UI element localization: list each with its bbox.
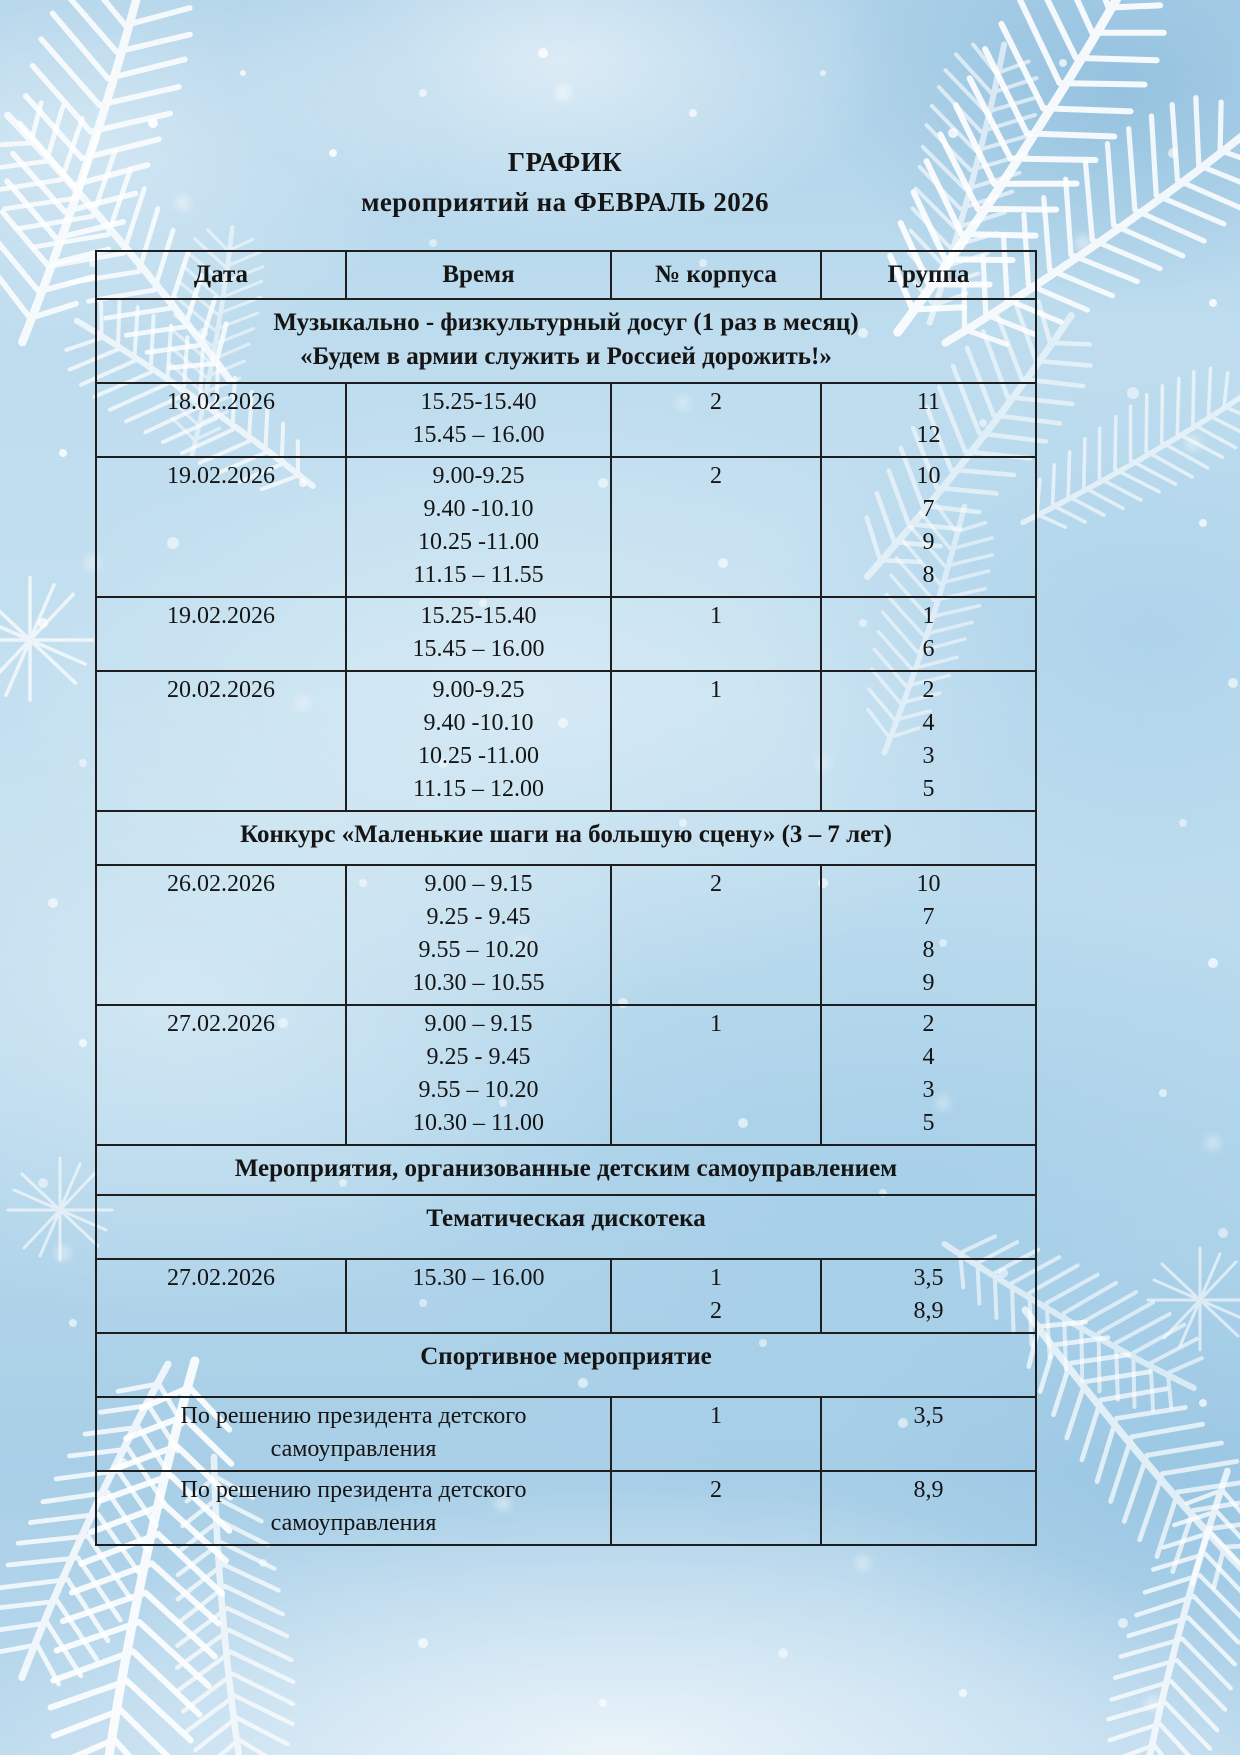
section-title-self-government: Мероприятия, организованные детским само… <box>95 1144 1037 1196</box>
cell-groups: 3,5 8,9 <box>820 1258 1037 1334</box>
column-header-building: № корпуса <box>610 250 822 300</box>
section-row-contest: Конкурс «Маленькие шаги на большую сцену… <box>95 810 1037 866</box>
cell-building: 1 2 <box>610 1258 822 1334</box>
section-row-disco: Тематическая дискотека <box>95 1194 1037 1260</box>
section-title-musical: Музыкально - физкультурный досуг (1 раз … <box>95 298 1037 384</box>
cell-date: 19.02.2026 <box>95 596 347 672</box>
title-line1: ГРАФИК <box>507 147 623 177</box>
cell-building: 1 <box>610 1004 822 1146</box>
cell-groups: 10 7 9 8 <box>820 456 1037 598</box>
cell-date: 26.02.2026 <box>95 864 347 1006</box>
cell-building: 2 <box>610 864 822 1006</box>
cell-building: 2 <box>610 382 822 458</box>
table-row: 27.02.2026 9.00 – 9.15 9.25 - 9.45 9.55 … <box>95 1004 1037 1146</box>
table-row: По решению президента детского самоуправ… <box>95 1396 1037 1472</box>
cell-times: 9.00 – 9.15 9.25 - 9.45 9.55 – 10.20 10.… <box>345 864 612 1006</box>
table-row: 27.02.2026 15.30 – 16.00 1 2 3,5 8,9 <box>95 1258 1037 1334</box>
section-title-disco: Тематическая дискотека <box>95 1194 1037 1260</box>
table-row: 19.02.2026 9.00-9.25 9.40 -10.10 10.25 -… <box>95 456 1037 598</box>
cell-groups: 10 7 8 9 <box>820 864 1037 1006</box>
cell-times: 15.30 – 16.00 <box>345 1258 612 1334</box>
column-header-time: Время <box>345 250 612 300</box>
content: ГРАФИК мероприятий на ФЕВРАЛЬ 2026 Дата … <box>95 142 1037 1546</box>
schedule-table: Дата Время № корпуса Группа Музыкально -… <box>95 250 1037 1546</box>
cell-times: 15.25-15.40 15.45 – 16.00 <box>345 382 612 458</box>
cell-groups: 3,5 <box>820 1396 1037 1472</box>
column-header-date: Дата <box>95 250 347 300</box>
cell-date: 27.02.2026 <box>95 1258 347 1334</box>
cell-times: 9.00 – 9.15 9.25 - 9.45 9.55 – 10.20 10.… <box>345 1004 612 1146</box>
cell-building: 1 <box>610 1396 822 1472</box>
cell-building: 2 <box>610 456 822 598</box>
table-header-row: Дата Время № корпуса Группа <box>95 250 1037 300</box>
cell-times: 9.00-9.25 9.40 -10.10 10.25 -11.00 11.15… <box>345 670 612 812</box>
document-title: ГРАФИК мероприятий на ФЕВРАЛЬ 2026 <box>95 142 1035 222</box>
cell-date: 18.02.2026 <box>95 382 347 458</box>
cell-groups: 11 12 <box>820 382 1037 458</box>
cell-groups: 2 4 3 5 <box>820 670 1037 812</box>
cell-groups: 2 4 3 5 <box>820 1004 1037 1146</box>
cell-building: 1 <box>610 670 822 812</box>
cell-times: 15.25-15.40 15.45 – 16.00 <box>345 596 612 672</box>
table-row: По решению президента детского самоуправ… <box>95 1470 1037 1546</box>
cell-building: 1 <box>610 596 822 672</box>
title-line2: мероприятий на ФЕВРАЛЬ 2026 <box>361 187 769 217</box>
cell-groups: 8,9 <box>820 1470 1037 1546</box>
table-row: 26.02.2026 9.00 – 9.15 9.25 - 9.45 9.55 … <box>95 864 1037 1006</box>
table-row: 20.02.2026 9.00-9.25 9.40 -10.10 10.25 -… <box>95 670 1037 812</box>
table-row: 19.02.2026 15.25-15.40 15.45 – 16.00 1 1… <box>95 596 1037 672</box>
cell-date-time-merged: По решению президента детского самоуправ… <box>95 1396 612 1472</box>
section-row-musical: Музыкально - физкультурный досуг (1 раз … <box>95 298 1037 384</box>
cell-date: 20.02.2026 <box>95 670 347 812</box>
section-title-contest: Конкурс «Маленькие шаги на большую сцену… <box>95 810 1037 866</box>
cell-times: 9.00-9.25 9.40 -10.10 10.25 -11.00 11.15… <box>345 456 612 598</box>
section-row-sport: Спортивное мероприятие <box>95 1332 1037 1398</box>
cell-groups: 1 6 <box>820 596 1037 672</box>
cell-date-time-merged: По решению президента детского самоуправ… <box>95 1470 612 1546</box>
cell-date: 27.02.2026 <box>95 1004 347 1146</box>
cell-date: 19.02.2026 <box>95 456 347 598</box>
section-row-self-government: Мероприятия, организованные детским само… <box>95 1144 1037 1196</box>
column-header-group: Группа <box>820 250 1037 300</box>
table-row: 18.02.2026 15.25-15.40 15.45 – 16.00 2 1… <box>95 382 1037 458</box>
cell-building: 2 <box>610 1470 822 1546</box>
section-title-sport: Спортивное мероприятие <box>95 1332 1037 1398</box>
